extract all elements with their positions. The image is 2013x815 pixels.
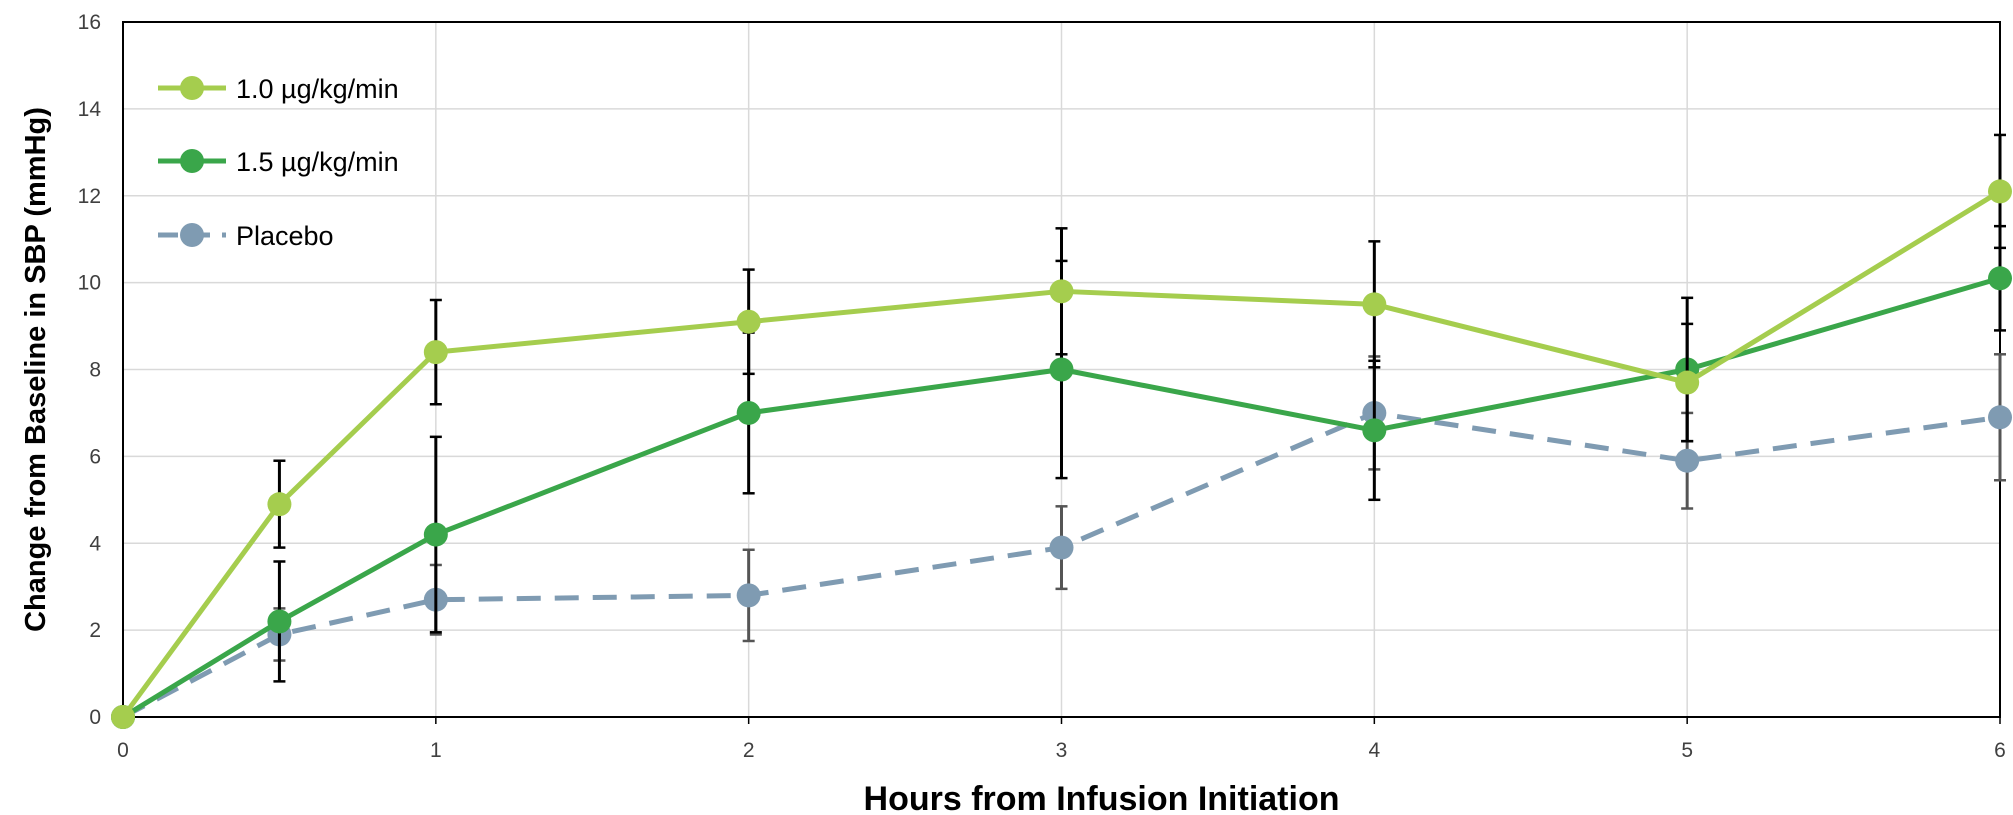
data-point (1675, 448, 1700, 473)
series-group (111, 133, 2012, 729)
x-tick-label: 2 (743, 739, 755, 762)
data-point (1988, 405, 2012, 430)
y-tick-label: 16 (78, 11, 101, 34)
legend-label: Placebo (236, 221, 334, 251)
data-point (736, 583, 761, 608)
series-1 (111, 224, 2012, 729)
y-tick-label: 6 (89, 445, 101, 468)
data-point (1675, 370, 1700, 395)
x-tick-label: 0 (117, 739, 129, 762)
legend-label: 1.5 µg/kg/min (236, 147, 399, 177)
series-0 (111, 133, 2012, 729)
y-tick-label: 14 (78, 98, 102, 121)
y-tick-label: 2 (89, 619, 101, 642)
data-point (1049, 279, 1074, 304)
x-axis-title: Hours from Infusion Initiation (864, 780, 1340, 815)
data-point (1049, 357, 1074, 382)
data-point (267, 609, 292, 634)
x-tick-label: 1 (430, 739, 442, 762)
data-point (1988, 266, 2012, 291)
data-point (1988, 179, 2012, 204)
legend-label: 1.0 µg/kg/min (236, 74, 399, 104)
series-line (120, 189, 2002, 719)
y-tick-label: 8 (89, 359, 101, 382)
y-axis-title: Change from Baseline in SBP (mmHg) (20, 107, 52, 632)
x-tick-label: 5 (1681, 739, 1693, 762)
series-line (121, 275, 2001, 720)
legend-marker (180, 149, 204, 173)
data-point (736, 309, 761, 334)
data-point (423, 340, 448, 365)
data-point (111, 705, 135, 729)
data-point (1362, 418, 1387, 443)
legend-marker (180, 76, 204, 100)
data-point (1362, 292, 1387, 317)
x-tick-label: 3 (1056, 739, 1068, 762)
x-tick-label: 4 (1368, 739, 1380, 762)
legend-marker (180, 223, 204, 247)
y-tick-label: 0 (89, 706, 101, 729)
legend: 1.0 µg/kg/min 1.5 µg/kg/min Placebo (158, 74, 399, 251)
x-tick-label: 6 (1994, 739, 2006, 762)
data-point (423, 522, 448, 547)
y-tick-label: 12 (78, 185, 101, 208)
data-point (736, 400, 761, 425)
data-point (267, 492, 292, 517)
data-point (1049, 535, 1074, 560)
series-line (121, 410, 2001, 720)
y-tick-label: 4 (89, 532, 101, 555)
y-tick-label: 10 (78, 272, 101, 295)
